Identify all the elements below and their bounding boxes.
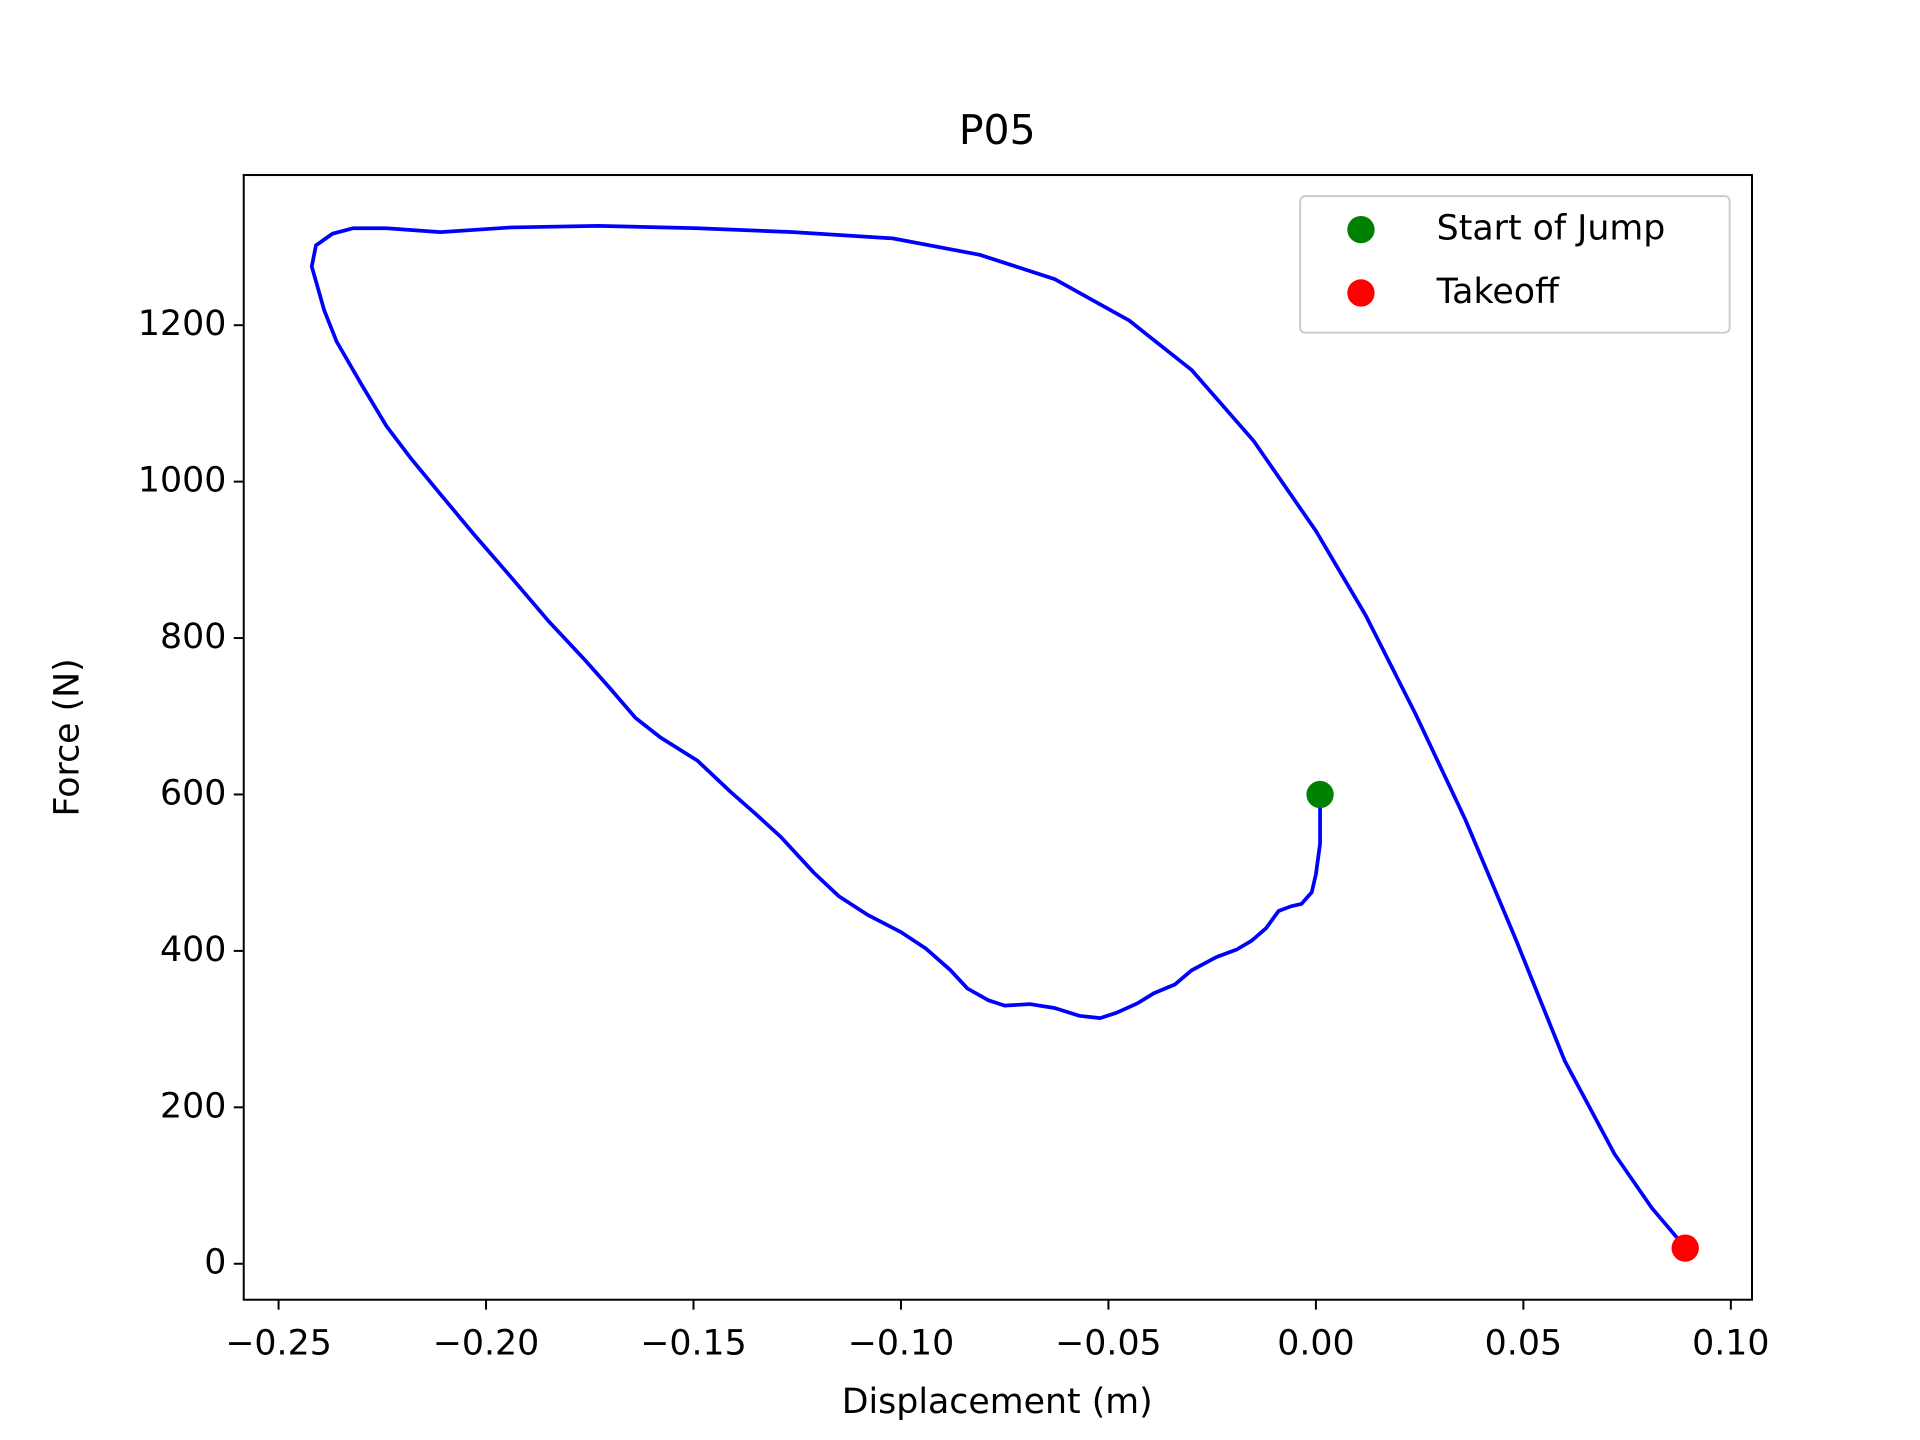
legend-marker (1347, 279, 1375, 307)
legend-label: Takeoff (1436, 272, 1560, 312)
data-point (1306, 780, 1334, 809)
x-tick-label: 0.00 (1277, 1323, 1354, 1363)
x-tick-label: 0.05 (1485, 1323, 1562, 1363)
legend-box (1299, 195, 1731, 334)
x-tick-label: −0.15 (640, 1323, 747, 1363)
y-tick-label: 1000 (138, 461, 226, 501)
chart-title: P05 (959, 106, 1036, 154)
y-tick-label: 1200 (138, 304, 226, 344)
x-tick-label: −0.05 (1055, 1323, 1162, 1363)
legend-label: Start of Jump (1437, 209, 1666, 249)
y-tick-label: 0 (204, 1243, 226, 1283)
y-tick-label: 200 (160, 1086, 226, 1126)
plot-frame (242, 174, 1753, 1301)
y-tick-label: 400 (160, 930, 226, 970)
y-tick-label: 600 (160, 773, 226, 813)
x-axis-label: Displacement (m) (842, 1382, 1153, 1422)
legend-marker (1347, 216, 1375, 244)
x-tick-label: −0.25 (225, 1323, 332, 1363)
y-tick-label: 800 (160, 617, 226, 657)
x-tick-label: −0.20 (433, 1323, 539, 1363)
data-line (309, 224, 1687, 1249)
y-axis-label: Force (N) (48, 658, 88, 816)
x-tick-label: 0.10 (1692, 1323, 1769, 1363)
x-tick-label: −0.10 (848, 1323, 955, 1363)
data-point (1671, 1234, 1699, 1262)
